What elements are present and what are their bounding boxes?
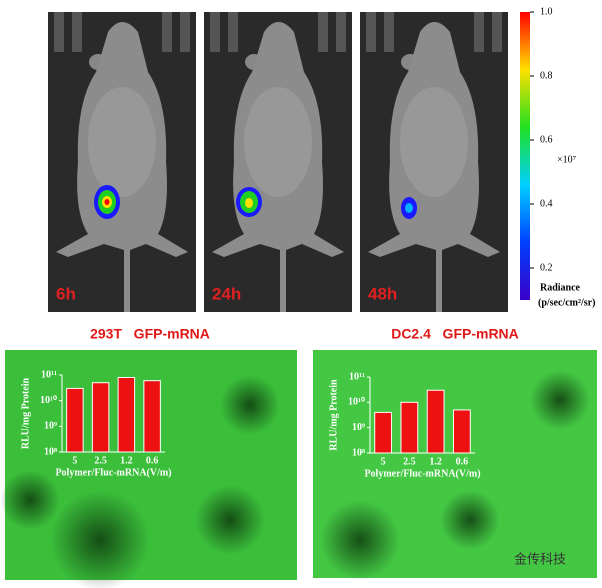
y-tick-label: 10¹⁰ [40, 395, 57, 406]
colorbar-tick-label: 0.4 [540, 198, 553, 209]
mouse-image [204, 12, 352, 312]
bar [117, 376, 136, 453]
cell-images [0, 350, 597, 588]
x-tick-label: 0.6 [456, 456, 469, 467]
y-tick-label: 10¹¹ [349, 371, 365, 382]
time-label: 24h [212, 284, 241, 303]
x-tick-label: 2.5 [94, 455, 107, 466]
time-label: 6h [56, 284, 76, 303]
bar [426, 389, 445, 454]
bar [66, 387, 84, 453]
colorbar-unit: (p/sec/cm²/sr) [538, 297, 595, 308]
colorbar-tick-label: 0.2 [540, 262, 553, 273]
bar [400, 401, 419, 454]
colorbar-title: Radiance [540, 282, 581, 293]
bar [374, 411, 393, 454]
x-axis-label: Polymer/Fluc-mRNA(V/m) [364, 468, 480, 479]
y-axis-label: RLU/mg Protein [20, 377, 31, 449]
chart-title: DC2.4 GFP-mRNA [391, 326, 519, 342]
bar [143, 380, 161, 453]
y-axis-label: RLU/mg Protein [328, 379, 339, 451]
x-tick-label: 1.2 [120, 455, 133, 466]
bar [452, 409, 471, 454]
x-tick-label: 5 [381, 456, 386, 467]
signal [94, 185, 417, 219]
x-tick-label: 1.2 [429, 456, 442, 467]
y-tick-label: 10¹¹ [41, 369, 57, 380]
colorbar-tick-label: 1.0 [540, 6, 553, 17]
mouse-image [48, 12, 196, 312]
x-tick-label: 5 [72, 455, 77, 466]
y-tick-label: 10¹⁰ [348, 397, 365, 408]
y-tick-label: 10⁹ [352, 422, 365, 433]
colorbar-tick-label: 0.6 [540, 134, 553, 145]
mouse-panels: 6h 24h 48h [48, 12, 508, 312]
y-tick-label: 10⁹ [44, 421, 57, 432]
y-tick-label: 10⁸ [44, 446, 57, 457]
mouse-image [360, 12, 508, 312]
time-label: 48h [368, 284, 397, 303]
bar [91, 382, 110, 453]
colorbar-tick-label: 0.8 [540, 70, 553, 81]
watermark: 金传科技 [514, 551, 566, 566]
x-tick-label: 0.6 [146, 455, 159, 466]
colorbar-multiplier: ×10⁷ [557, 154, 577, 165]
x-tick-label: 2.5 [403, 456, 416, 467]
y-tick-label: 10⁸ [352, 447, 365, 458]
chart-title: 293T GFP-mRNA [90, 326, 210, 342]
colorbar [520, 12, 530, 300]
x-axis-label: Polymer/Fluc-mRNA(V/m) [55, 467, 171, 478]
